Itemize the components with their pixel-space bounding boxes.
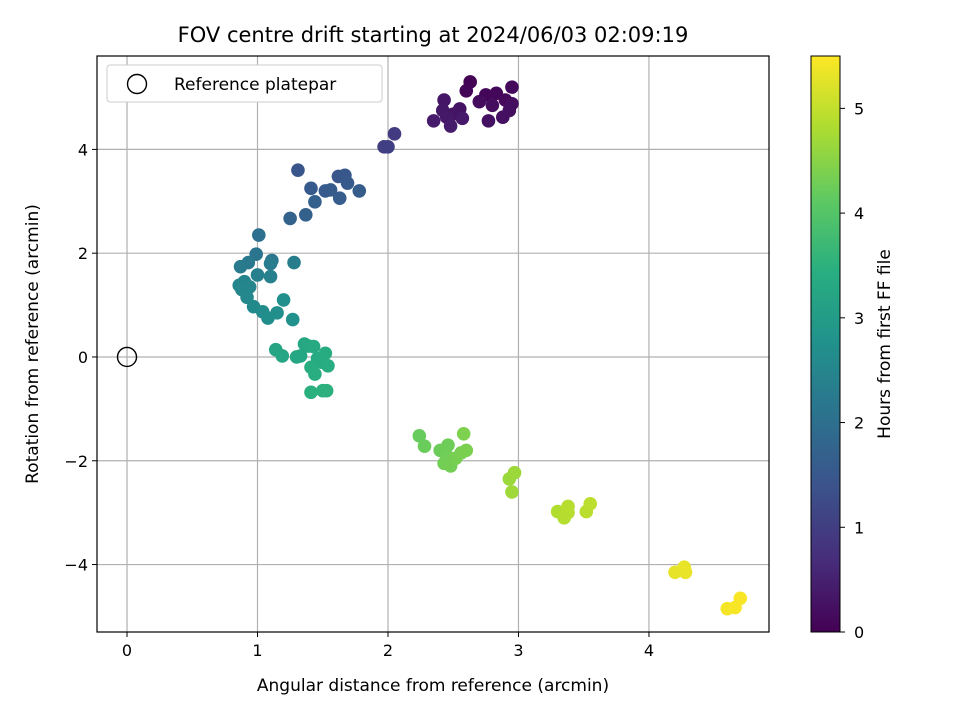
data-point [304,385,318,400]
data-point [323,183,338,197]
data-points [232,75,748,616]
data-point [275,349,290,363]
colorbar-tick-label: 3 [854,309,864,328]
legend: Reference platepar [106,64,383,103]
data-point [505,80,519,94]
x-tick-label: 3 [513,641,523,660]
data-point [459,83,474,98]
data-point [456,426,471,441]
data-point [285,312,300,327]
data-point [441,438,455,452]
data-point [387,127,402,141]
data-point [298,207,313,222]
data-point [276,293,291,307]
data-point [678,565,693,580]
data-point [308,367,322,381]
data-point [263,256,278,271]
x-tick-label: 1 [252,641,262,660]
data-point [412,429,427,443]
data-point [233,259,248,274]
data-point [426,114,441,128]
y-axis-ticks: −4 −2 0 2 4 [64,140,97,575]
x-axis-ticks: 0 1 2 3 4 [122,632,654,660]
data-point [583,497,598,511]
x-tick-label: 0 [122,641,132,660]
data-point [485,98,500,113]
data-point [252,228,266,242]
x-axis-label: Angular distance from reference (arcmin) [257,676,609,696]
data-point [507,465,522,480]
colorbar-ticks: 0 1 2 3 4 5 [840,99,864,642]
legend-reference-label: Reference platepar [174,75,336,95]
data-point [242,280,257,294]
data-point [496,110,510,125]
colorbar-tick-label: 1 [854,518,864,537]
x-tick-label: 4 [644,641,654,660]
y-tick-label: 4 [78,140,88,159]
data-point [321,358,335,373]
data-point [340,176,355,190]
data-point [481,114,496,128]
data-point [332,191,347,205]
y-tick-label: −4 [64,556,88,575]
data-point [263,269,278,284]
data-point [293,349,308,363]
x-tick-label: 2 [383,641,393,660]
data-point [733,591,748,606]
data-point [308,195,322,209]
data-point [283,211,297,226]
data-point [291,163,305,177]
data-point [459,443,474,458]
data-point [472,94,487,109]
colorbar-label: Hours from first FF file [875,249,895,439]
data-point [381,140,395,154]
y-axis-label: Rotation from reference (arcmin) [23,204,43,484]
legend-box [106,64,383,103]
data-point [250,268,265,282]
data-point [304,181,318,196]
colorbar-tick-label: 2 [854,414,864,433]
colorbar [810,55,841,633]
data-point [505,485,519,499]
data-point [319,383,334,398]
data-point [270,306,284,320]
data-point [455,111,470,126]
data-point [417,439,432,454]
grid-lines [97,56,769,632]
colorbar-tick-label: 5 [854,99,864,118]
reference-marker-group [116,346,138,368]
colorbar-tick-label: 4 [854,204,864,223]
data-point [352,184,367,198]
y-tick-label: −2 [64,452,88,471]
data-point [561,505,575,520]
data-point [306,339,321,354]
reference-platepar-marker [116,346,138,368]
data-point [443,119,458,133]
plot-frame [96,55,770,633]
colorbar-tick-label: 0 [854,623,864,642]
data-point [437,93,451,107]
y-tick-label: 0 [78,348,88,367]
y-tick-label: 2 [78,244,88,263]
chart-title: FOV centre drift starting at 2024/06/03 … [178,23,689,47]
legend-reference-marker-icon [126,73,148,95]
data-point [287,255,301,270]
